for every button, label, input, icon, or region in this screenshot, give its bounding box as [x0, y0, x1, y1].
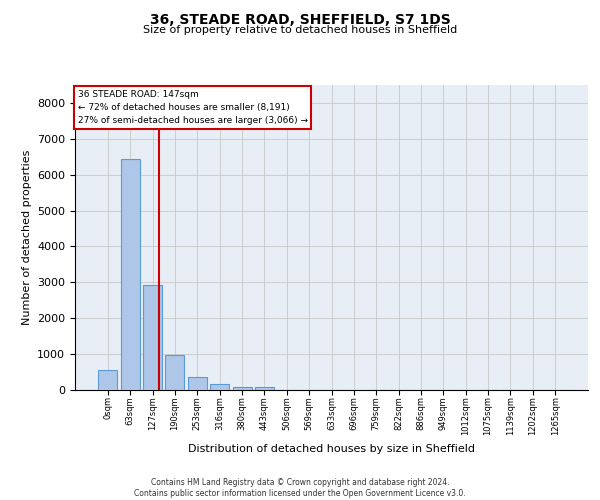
Bar [210, 384, 229, 390]
Text: Size of property relative to detached houses in Sheffield: Size of property relative to detached ho… [143, 25, 457, 35]
Bar [166, 355, 184, 390]
Text: 36 STEADE ROAD: 147sqm
← 72% of detached houses are smaller (8,191)
27% of semi-: 36 STEADE ROAD: 147sqm ← 72% of detached… [77, 90, 308, 125]
Bar [255, 388, 274, 390]
X-axis label: Distribution of detached houses by size in Sheffield: Distribution of detached houses by size … [188, 444, 475, 454]
Bar [143, 285, 162, 390]
Text: 36, STEADE ROAD, SHEFFIELD, S7 1DS: 36, STEADE ROAD, SHEFFIELD, S7 1DS [149, 12, 451, 26]
Bar [121, 160, 140, 390]
Y-axis label: Number of detached properties: Number of detached properties [22, 150, 32, 325]
Text: Contains HM Land Registry data © Crown copyright and database right 2024.
Contai: Contains HM Land Registry data © Crown c… [134, 478, 466, 498]
Bar [188, 377, 207, 390]
Bar [98, 370, 118, 390]
Bar [233, 386, 251, 390]
